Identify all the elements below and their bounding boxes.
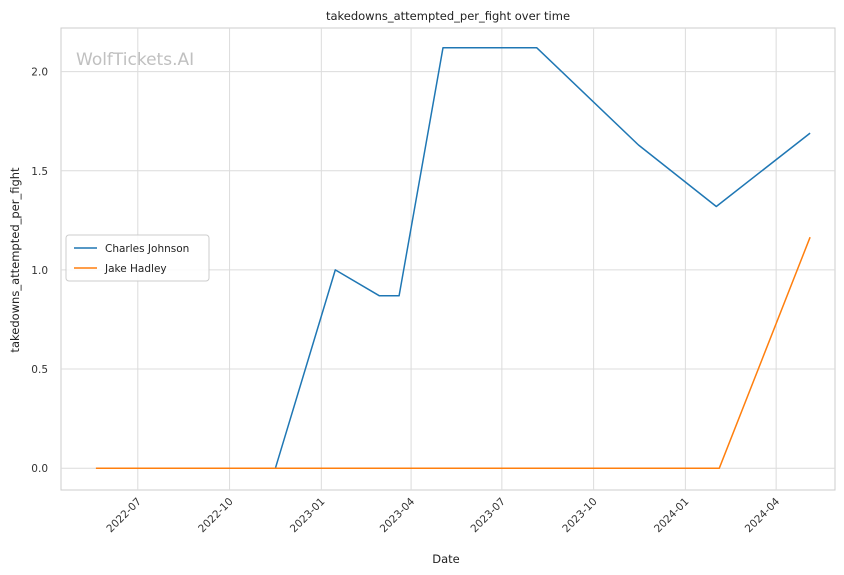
y-axis-label: takedowns_attempted_per_fight bbox=[8, 167, 22, 353]
series-line-jake-hadley bbox=[95, 236, 811, 469]
y-tick-label: 2.0 bbox=[31, 67, 48, 79]
x-tick-label: 2024-04 bbox=[743, 495, 783, 535]
y-tick-label: 0.0 bbox=[31, 463, 48, 475]
y-tick-label: 1.0 bbox=[31, 265, 48, 277]
x-tick-label: 2022-07 bbox=[104, 496, 144, 536]
series-line-charles-johnson bbox=[167, 47, 811, 469]
y-tick-label: 0.5 bbox=[31, 364, 48, 376]
x-axis-ticks: 2022-07 2022-10 2023-01 2023-04 2023-07 2023-… bbox=[104, 495, 782, 535]
x-tick-label: 2024-01 bbox=[652, 496, 692, 536]
y-axis-ticks: 0.0 0.5 1.0 1.5 2.0 bbox=[31, 67, 48, 476]
x-tick-label: 2023-01 bbox=[288, 496, 328, 536]
x-tick-label: 2022-10 bbox=[196, 496, 236, 536]
y-tick-label: 1.5 bbox=[31, 166, 48, 178]
x-tick-label: 2023-04 bbox=[378, 495, 418, 535]
chart-title: takedowns_attempted_per_fight over time bbox=[326, 9, 570, 23]
legend-box bbox=[65, 234, 210, 282]
series-layer bbox=[95, 47, 811, 469]
x-axis-label: Date bbox=[432, 552, 460, 566]
x-tick-label: 2023-07 bbox=[468, 496, 508, 536]
watermark: WolfTickets.AI bbox=[76, 50, 194, 70]
legend: Charles Johnson Jake Hadley bbox=[65, 234, 210, 282]
legend-label-jake-hadley: Jake Hadley bbox=[104, 263, 167, 275]
legend-label-charles-johnson: Charles Johnson bbox=[105, 243, 189, 255]
x-tick-label: 2023-10 bbox=[560, 496, 600, 536]
